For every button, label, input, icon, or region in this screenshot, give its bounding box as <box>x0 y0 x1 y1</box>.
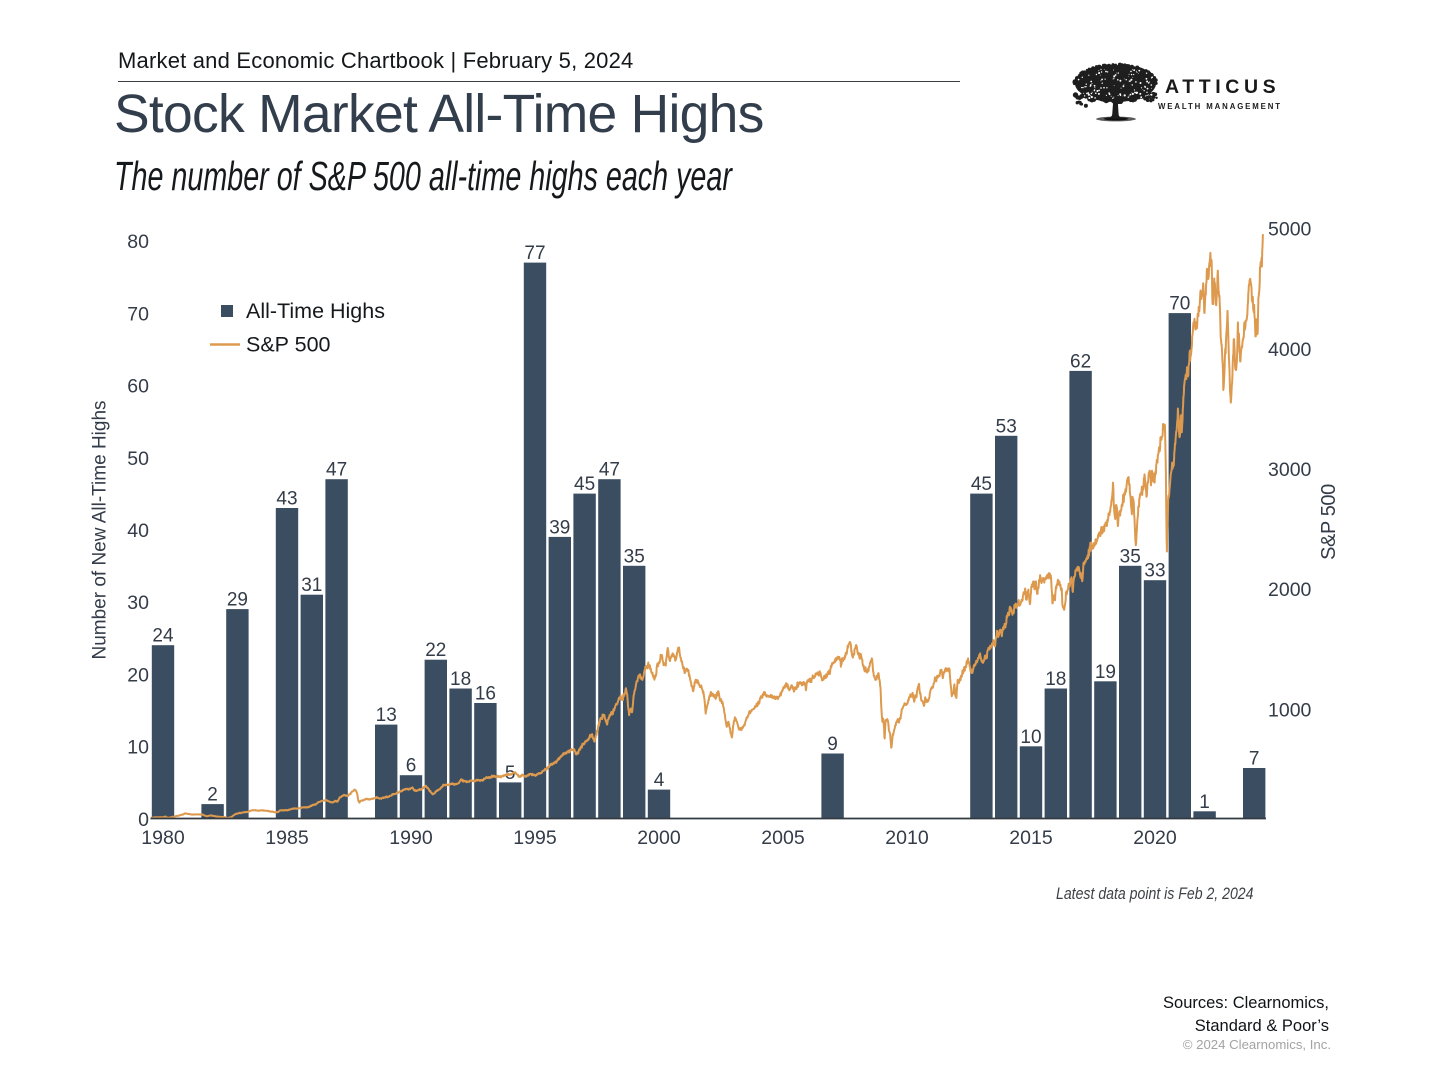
svg-text:2015: 2015 <box>1009 827 1053 849</box>
svg-text:19: 19 <box>1095 662 1116 683</box>
svg-text:20: 20 <box>127 664 149 686</box>
svg-text:30: 30 <box>127 592 149 614</box>
svg-text:29: 29 <box>227 590 248 611</box>
svg-text:1: 1 <box>1199 792 1210 813</box>
svg-text:47: 47 <box>599 460 620 481</box>
svg-text:1980: 1980 <box>141 827 185 849</box>
svg-text:47: 47 <box>326 460 347 481</box>
svg-text:62: 62 <box>1070 351 1091 372</box>
svg-text:10: 10 <box>127 737 149 759</box>
svg-text:18: 18 <box>1045 669 1066 690</box>
svg-text:Number of New All-Time Highs: Number of New All-Time Highs <box>90 400 111 659</box>
svg-text:6: 6 <box>406 756 417 777</box>
svg-text:S&P 500: S&P 500 <box>1318 484 1340 560</box>
svg-text:2000: 2000 <box>637 827 681 849</box>
svg-text:60: 60 <box>127 376 149 398</box>
svg-text:10: 10 <box>1020 727 1041 748</box>
svg-text:24: 24 <box>152 626 174 647</box>
svg-text:3000: 3000 <box>1268 459 1312 481</box>
svg-text:16: 16 <box>475 684 496 705</box>
svg-text:45: 45 <box>971 474 992 495</box>
svg-text:4000: 4000 <box>1268 339 1312 361</box>
svg-text:70: 70 <box>1169 294 1190 315</box>
svg-text:1995: 1995 <box>513 827 557 849</box>
svg-text:1000: 1000 <box>1268 700 1312 722</box>
svg-text:5000: 5000 <box>1268 219 1312 241</box>
svg-text:31: 31 <box>301 575 322 596</box>
svg-text:39: 39 <box>549 517 570 538</box>
svg-text:S&P 500: S&P 500 <box>246 333 331 357</box>
svg-text:70: 70 <box>127 303 149 325</box>
svg-text:7: 7 <box>1249 749 1260 770</box>
svg-text:80: 80 <box>127 231 149 253</box>
svg-text:2000: 2000 <box>1268 579 1312 601</box>
svg-text:35: 35 <box>624 546 645 567</box>
svg-text:50: 50 <box>127 448 149 470</box>
svg-text:33: 33 <box>1144 561 1165 582</box>
svg-text:2020: 2020 <box>1133 827 1177 849</box>
svg-text:9: 9 <box>827 734 838 755</box>
svg-text:1985: 1985 <box>265 827 309 849</box>
svg-text:53: 53 <box>996 416 1017 437</box>
svg-text:45: 45 <box>574 474 595 495</box>
svg-text:40: 40 <box>127 520 149 542</box>
svg-text:2005: 2005 <box>761 827 805 849</box>
svg-text:77: 77 <box>524 243 545 264</box>
svg-text:18: 18 <box>450 669 471 690</box>
svg-text:1990: 1990 <box>389 827 433 849</box>
svg-text:2: 2 <box>207 785 218 806</box>
svg-text:All-Time Highs: All-Time Highs <box>246 299 385 323</box>
svg-text:13: 13 <box>376 705 397 726</box>
svg-text:35: 35 <box>1120 546 1141 567</box>
svg-text:22: 22 <box>425 640 446 661</box>
svg-text:43: 43 <box>276 489 297 510</box>
svg-text:4: 4 <box>654 770 665 791</box>
svg-text:2010: 2010 <box>885 827 929 849</box>
svg-text:0: 0 <box>138 809 149 831</box>
